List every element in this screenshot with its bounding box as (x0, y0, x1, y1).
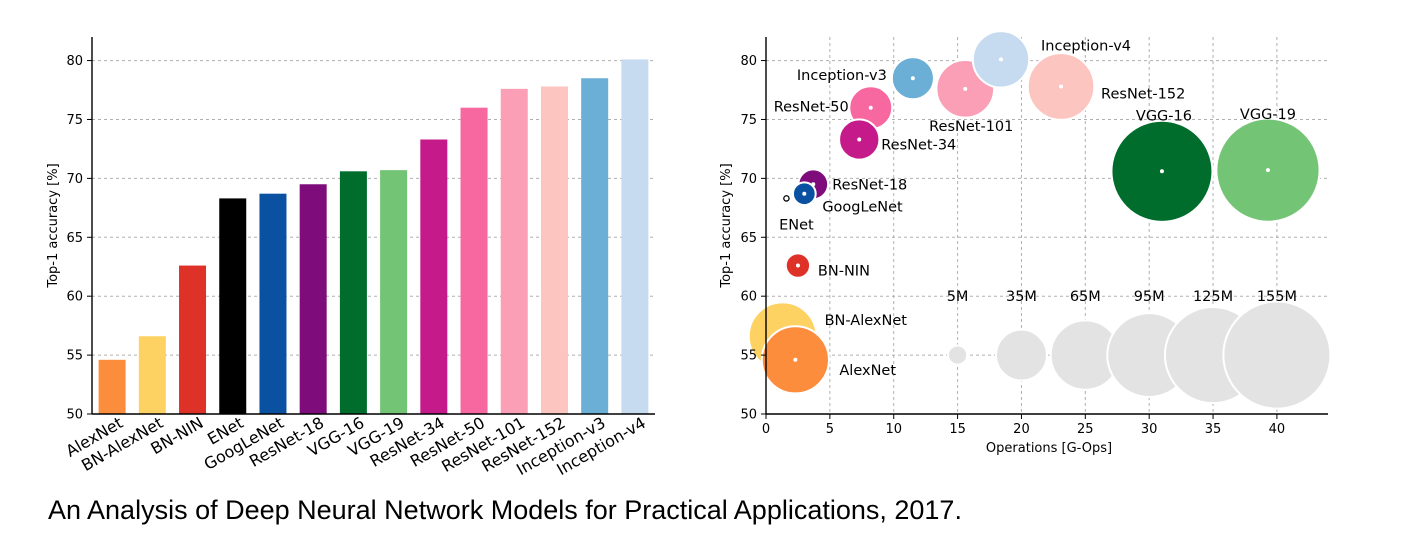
bar-chart: 50 55 60 65 70 75 80 AlexNetBN-AlexNetBN-NINEN… (46, 37, 655, 479)
bar-ytick-label-60: 60 (66, 290, 83, 305)
bubble-label-resnet-101: ResNet-101 (929, 119, 1013, 135)
bubble-enet (781, 193, 792, 204)
bar-googlenet (259, 193, 287, 414)
bar-vgg-19 (380, 170, 408, 414)
bar-inception-v3 (581, 78, 609, 414)
bubble-label-inception-v3: Inception-v3 (797, 68, 887, 84)
bubble-inception-v4 (971, 30, 1031, 89)
bubble-label-alexnet: AlexNet (839, 363, 896, 379)
bubble-ytick-label-80: 80 (740, 54, 757, 69)
bubble-center-dot-resnet-152 (1059, 84, 1064, 89)
size-legend-label-125m: 125M (1193, 289, 1233, 305)
bubble-label-vgg-16: VGG-16 (1136, 108, 1192, 124)
size-legend-label-65m: 65M (1070, 289, 1101, 305)
bubble-chart: 5M 35M 65M 95M 125M 155M AlexNet BN-AlexNet BN-… (719, 30, 1332, 456)
bubble-chart-point-labels: AlexNet BN-AlexNet BN-NIN ENet GoogLeNet ResN… (774, 38, 1296, 378)
bar-vgg-16 (339, 171, 367, 414)
bubble-label-resnet-50: ResNet-50 (774, 100, 849, 116)
bubble-chart-points (747, 30, 1321, 395)
bar-ytick-label-70: 70 (66, 172, 83, 187)
bubble-xtick-label-10: 10 (885, 422, 902, 437)
bubble-xtick-label-5: 5 (826, 422, 834, 437)
bubble-ytick-label-50: 50 (740, 408, 757, 423)
bubble-xtick-label-40: 40 (1269, 422, 1286, 437)
bubble-label-bn-nin: BN-NIN (818, 264, 870, 280)
bar-inception-v4 (621, 59, 649, 415)
bubble-center-dot-alexnet (793, 357, 798, 362)
bar-resnet-50 (460, 107, 488, 414)
bubble-ytick-label-70: 70 (740, 172, 757, 187)
bar-enet (219, 198, 247, 414)
bubble-resnet-152 (1026, 52, 1096, 121)
size-legend-circle-5m (946, 344, 969, 366)
size-legend-label-35m: 35M (1006, 289, 1037, 305)
bar-chart-y-axis-label: Top-1 accuracy [%] (46, 163, 61, 288)
bubble-xtick-label-35: 35 (1205, 422, 1222, 437)
bubble-label-resnet-18: ResNet-18 (832, 177, 907, 193)
bar-bn-alexnet (138, 336, 166, 414)
bubble-label-googlenet: GoogLeNet (822, 200, 903, 216)
bubble-vgg-19 (1215, 117, 1321, 223)
bubble-chart-x-axis-label: Operations [G-Ops] (986, 441, 1112, 456)
size-legend-circle-35m (995, 328, 1048, 382)
bar-chart-x-tick-labels: AlexNetBN-AlexNetBN-NINENetGoogLeNetResN… (62, 413, 648, 479)
bar-ytick-label-50: 50 (66, 408, 83, 423)
bar-chart-gridlines (92, 60, 655, 356)
figure-caption: An Analysis of Deep Neural Network Model… (48, 495, 962, 525)
bubble-ytick-label-55: 55 (740, 349, 757, 364)
bubble-alexnet (760, 325, 830, 395)
bubble-center-dot-resnet-101 (963, 86, 968, 91)
bar-ytick-label-55: 55 (66, 349, 83, 364)
bubble-resnet-34 (838, 118, 881, 161)
bar-ytick-label-80: 80 (66, 54, 83, 69)
bubble-label-resnet-34: ResNet-34 (881, 137, 956, 153)
bar-ytick-label-65: 65 (66, 231, 83, 246)
bubble-center-dot-resnet-34 (857, 137, 862, 142)
bubble-googlenet (791, 181, 817, 207)
bubble-inception-v3 (890, 56, 935, 101)
bubble-xtick-label-30: 30 (1141, 422, 1158, 437)
size-legend-label-95m: 95M (1134, 289, 1165, 305)
bubble-center-dot-vgg-19 (1265, 168, 1270, 173)
bubble-label-vgg-19: VGG-19 (1240, 107, 1296, 123)
bar-resnet-101 (500, 88, 528, 415)
bar-resnet-34 (420, 139, 448, 414)
size-legend-circle-155m (1222, 300, 1332, 410)
bubble-ytick-label-60: 60 (740, 290, 757, 305)
bubble-ytick-label-65: 65 (740, 231, 757, 246)
size-legend-label-5m: 5M (947, 289, 969, 305)
bar-alexnet (98, 359, 126, 414)
bubble-center-dot-bn-nin (795, 263, 800, 268)
bar-resnet-18 (299, 184, 327, 414)
bubble-bn-nin (784, 252, 812, 279)
bubble-xtick-label-20: 20 (1013, 422, 1030, 437)
size-legend-label-155m: 155M (1257, 289, 1297, 305)
bubble-center-dot-inception-v3 (910, 76, 915, 81)
bubble-xtick-label-25: 25 (1077, 422, 1094, 437)
bar-chart-bars (98, 59, 649, 415)
bar-bn-nin (179, 265, 207, 414)
bubble-center-dot-vgg-16 (1159, 169, 1164, 174)
bar-chart-y-ticks: 50 55 60 65 70 75 80 (66, 54, 92, 423)
bubble-center-dot-googlenet (802, 191, 807, 196)
bar-ytick-label-75: 75 (66, 113, 83, 128)
bubble-center-dot-enet (784, 196, 789, 201)
bubble-chart-ticks: 50 55 60 65 70 75 80 0 5 10 15 20 25 30 35 40 (740, 54, 1285, 437)
bubble-chart-size-legend: 5M 35M 65M 95M 125M 155M (946, 289, 1332, 410)
bubble-label-inception-v4: Inception-v4 (1041, 38, 1131, 54)
bubble-chart-y-axis-label: Top-1 accuracy [%] (719, 163, 734, 288)
bubble-xtick-label-0: 0 (762, 422, 770, 437)
bubble-center-dot-inception-v4 (999, 57, 1004, 62)
bubble-ytick-label-75: 75 (740, 113, 757, 128)
bubble-vgg-16 (1110, 119, 1214, 223)
bar-resnet-152 (540, 86, 568, 414)
bubble-center-dot-resnet-50 (868, 105, 873, 110)
bubble-xtick-label-15: 15 (949, 422, 966, 437)
bubble-label-enet: ENet (779, 217, 814, 233)
bubble-label-bn-alexnet: BN-AlexNet (825, 313, 908, 329)
bubble-label-resnet-152: ResNet-152 (1101, 86, 1185, 102)
